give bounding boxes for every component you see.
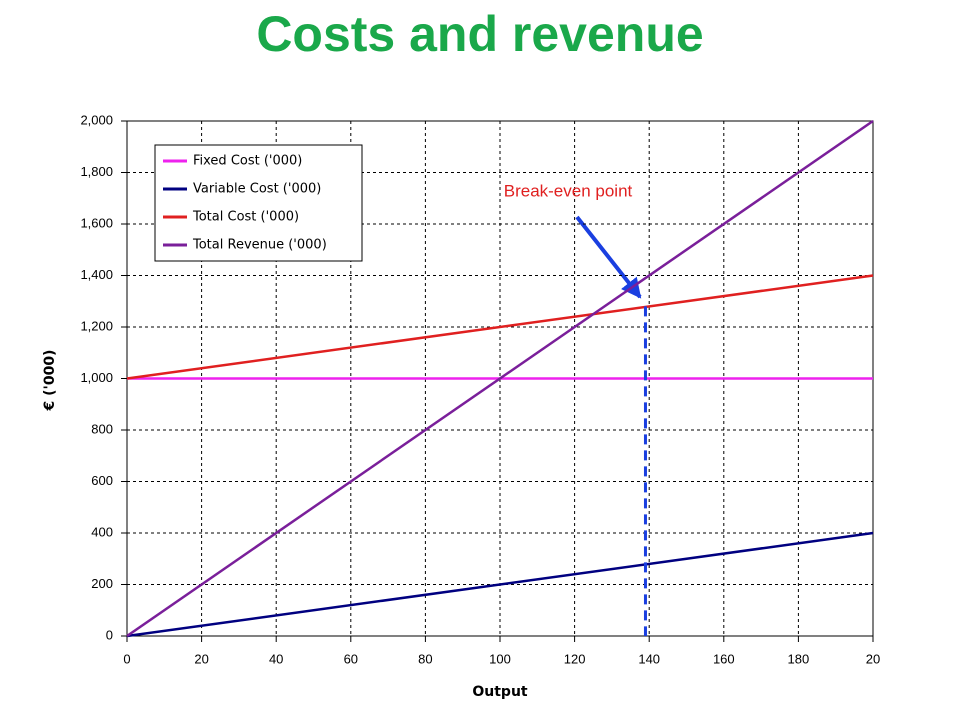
x-tick-label: 20 bbox=[194, 651, 208, 666]
chart-title: Costs and revenue bbox=[256, 6, 703, 62]
x-tick-label: 100 bbox=[489, 651, 511, 666]
y-axis-label: € ('000) bbox=[42, 350, 58, 412]
x-tick-label: 0 bbox=[123, 651, 130, 666]
legend-label: Total Cost ('000) bbox=[192, 210, 299, 225]
x-tick-label: 160 bbox=[713, 651, 735, 666]
x-tick-label: 40 bbox=[269, 651, 283, 666]
x-tick-label: 180 bbox=[788, 651, 810, 666]
legend-label: Fixed Cost ('000) bbox=[193, 154, 302, 169]
legend-label: Total Revenue ('000) bbox=[192, 238, 327, 253]
y-tick-label: 800 bbox=[91, 421, 113, 436]
y-tick-label: 1,600 bbox=[80, 215, 113, 230]
y-tick-label: 2,000 bbox=[80, 112, 113, 127]
legend-label: Variable Cost ('000) bbox=[193, 182, 321, 197]
series-line bbox=[126, 274, 874, 380]
series-line bbox=[126, 119, 874, 638]
x-tick-label: 80 bbox=[418, 651, 432, 666]
y-tick-label: 1,000 bbox=[80, 370, 113, 385]
x-tick-label: 120 bbox=[564, 651, 586, 666]
y-tick-label: 200 bbox=[91, 576, 113, 591]
x-tick-label: 20 bbox=[866, 651, 880, 666]
x-tick-label: 60 bbox=[344, 651, 358, 666]
annotation-arrow bbox=[575, 215, 642, 299]
y-tick-label: 1,200 bbox=[80, 318, 113, 333]
x-tick-label: 140 bbox=[638, 651, 660, 666]
y-tick-label: 400 bbox=[91, 524, 113, 539]
legend-box bbox=[154, 144, 363, 262]
series-line bbox=[126, 531, 874, 638]
x-axis-label: Output bbox=[472, 684, 528, 700]
y-tick-label: 600 bbox=[91, 473, 113, 488]
y-tick-label: 1,400 bbox=[80, 267, 113, 282]
y-tick-label: 0 bbox=[106, 627, 113, 642]
y-tick-label: 1,800 bbox=[80, 164, 113, 179]
annotation-text: Break-even point bbox=[504, 181, 633, 200]
